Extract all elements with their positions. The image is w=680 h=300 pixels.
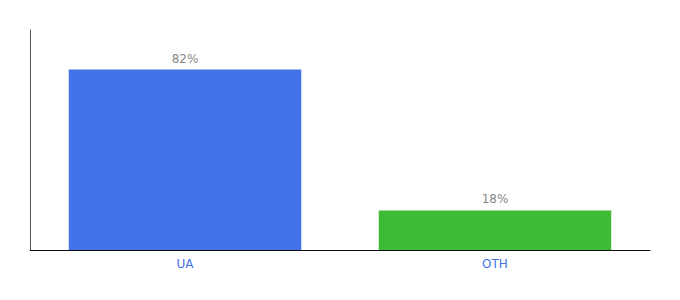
svg-text:18%: 18% bbox=[482, 192, 509, 206]
svg-text:82%: 82% bbox=[172, 52, 199, 66]
svg-text:OTH: OTH bbox=[482, 257, 508, 271]
svg-text:UA: UA bbox=[177, 257, 195, 271]
